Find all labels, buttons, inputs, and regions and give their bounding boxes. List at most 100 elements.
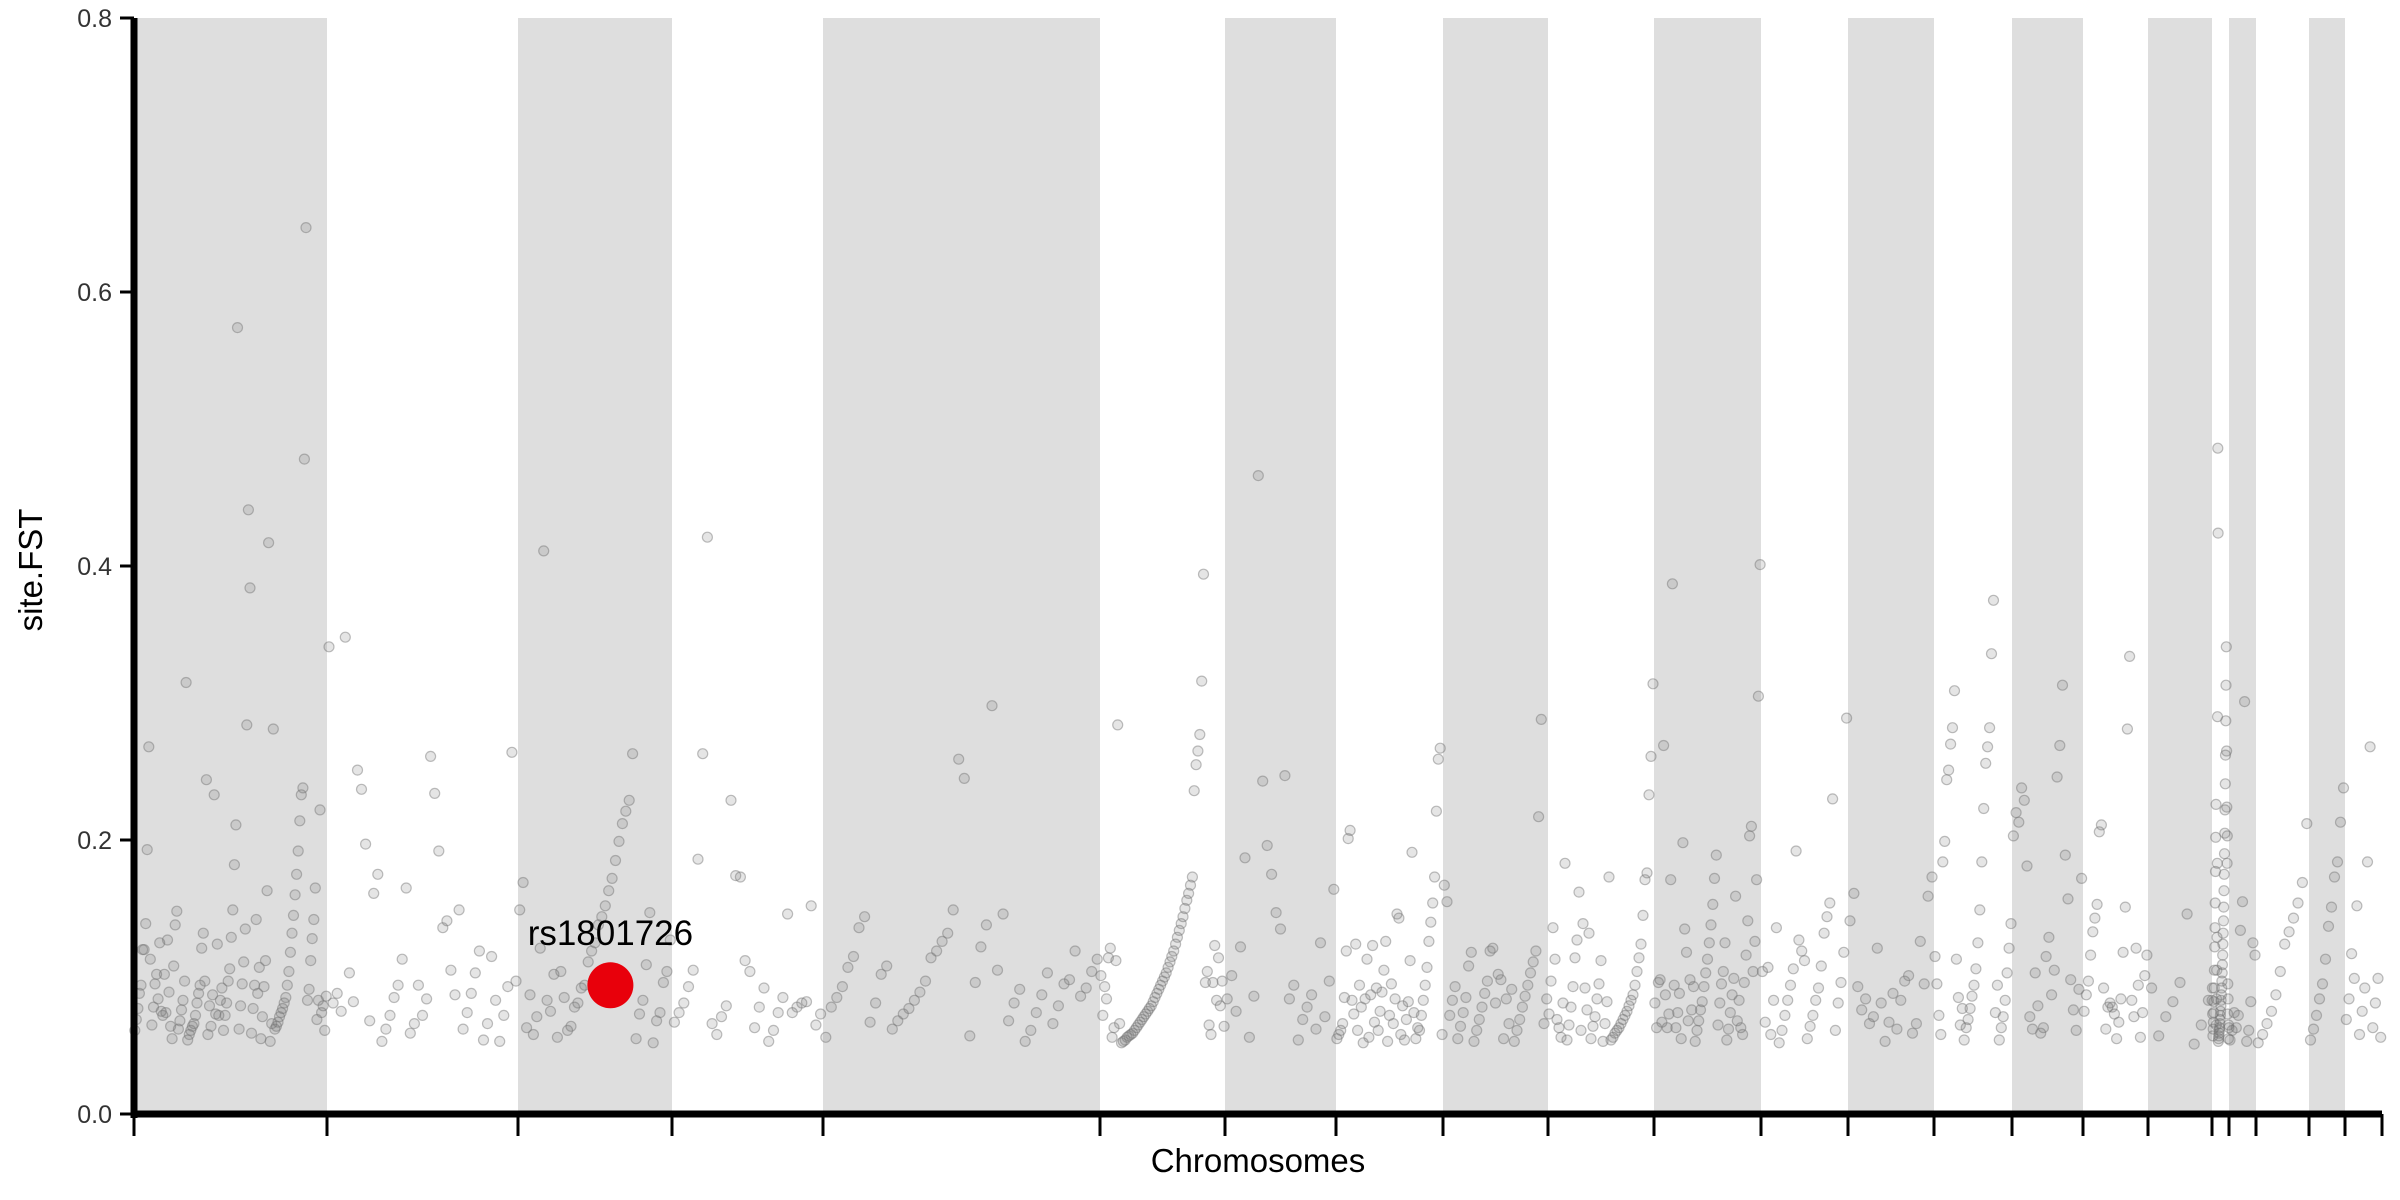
snp-point-chr8 [1361,953,1373,965]
snp-point-chr20 [2265,1005,2278,1017]
snp-point-chr8 [1370,982,1383,994]
snp-point-chr9 [1444,1009,1456,1022]
snp-point-chr1 [213,1009,225,1022]
snp-point-chr15 [2013,816,2025,828]
snp-point-chr13 [1844,915,1856,927]
snp-point-chr8 [1398,1034,1411,1046]
snp-point-chr1 [309,882,321,894]
snp-point-chr12 [1824,897,1836,909]
snp-point-chr7 [1257,775,1269,787]
snp-point-chr18 [2214,1022,2226,1034]
snp-point-chr6 [1182,887,1195,900]
snp-point-chr6 [1147,996,1159,1008]
snp-point-chr2 [498,1009,510,1022]
snp-point-chr18 [2206,994,2218,1006]
snp-point-chr7 [1328,883,1340,895]
snp-point-chr11 [1686,1004,1698,1016]
snp-point-chr1 [180,676,192,689]
snp-point-chr11 [1728,972,1740,985]
snp-point-chr1 [312,994,324,1006]
snp-point-chr22 [2348,972,2360,985]
snp-point-chr11 [1687,980,1700,993]
snp-point-chr13 [1859,993,1872,1005]
snp-point-chr13 [1867,1011,1880,1023]
snp-point-chr1 [183,1028,195,1041]
snp-point-chr16 [2132,979,2144,991]
snp-point-chr3 [565,1020,577,1032]
snp-point-chr14 [1942,764,1955,776]
snp-point-chr9 [1532,811,1545,823]
snp-point-chr6 [1179,902,1191,915]
snp-point-chr3 [572,997,584,1009]
y-tick-label: 0.8 [77,5,112,33]
snp-point-chr12 [1826,793,1839,805]
snp-point-chr8 [1365,989,1377,1001]
snp-point-chr4 [725,794,737,806]
snp-point-chr19 [2249,949,2261,961]
snp-point-chr8 [1404,954,1416,967]
snp-point-chr7 [1274,923,1287,935]
snp-point-chr7 [1279,769,1291,782]
y-tick-label: 0.6 [77,279,112,307]
snp-point-chr1 [210,1008,222,1020]
snp-point-chr1 [149,978,161,990]
y-tick-label: 0.4 [77,553,112,581]
snp-point-chr18 [2216,967,2228,979]
snp-point-chr5 [936,935,948,948]
snp-point-chr16 [2078,1005,2090,1017]
snp-point-chr8 [1393,912,1405,924]
snp-point-chr1 [236,978,248,990]
snp-point-chr3 [589,937,601,949]
snp-point-chr12 [1804,1020,1816,1032]
snp-point-chr16 [2134,1031,2146,1043]
snp-point-chr3 [613,835,625,848]
snp-point-chr2 [339,631,351,643]
snp-point-chr4 [682,980,695,993]
snp-point-chr21 [2313,993,2326,1005]
snp-point-chr11 [1691,1024,1703,1037]
snp-point-chr19 [2232,1009,2244,1022]
snp-point-chr8 [1430,805,1443,817]
snp-point-chr1 [157,1009,169,1022]
snp-point-chr10 [1557,997,1569,1009]
snp-point-chr15 [2076,872,2088,885]
snp-point-chr8 [1346,994,1358,1006]
snp-point-chr10 [1611,1024,1623,1037]
snp-point-chr10 [1615,1017,1627,1030]
snp-point-chr1 [233,1023,245,1035]
snp-point-chr6 [1138,1011,1150,1023]
chromosome-band-8 [2012,18,2083,1114]
snp-point-chr18 [2211,964,2223,976]
snp-point-chr9 [1497,1033,1510,1045]
snp-point-chr11 [1736,1028,1749,1041]
snp-point-chr11 [1705,919,1717,931]
snp-point-chr8 [1434,742,1446,754]
snp-point-chr8 [1412,1022,1424,1034]
snp-point-chr11 [1668,979,1680,991]
snp-point-chr13 [1918,978,1930,990]
snp-point-chr14 [1999,994,2011,1006]
snp-point-chr10 [1591,993,1603,1005]
snp-point-chr1 [241,719,253,731]
snp-point-chr6 [1194,728,1206,741]
snp-point-chr20 [2270,989,2282,1001]
snp-point-chr6 [1097,1009,1109,1022]
snp-point-chr2 [380,1023,392,1035]
snp-point-chr10 [1625,994,1637,1006]
snp-point-chr22 [2375,1031,2387,1043]
snp-point-chr5 [1030,1006,1042,1019]
snp-point-chr18 [2210,1019,2222,1031]
snp-point-chr9 [1473,1013,1485,1026]
snp-point-chr6 [1205,1028,1217,1041]
snp-point-chr6 [1203,1019,1215,1031]
snp-point-chr3 [538,545,550,557]
snp-point-chr6 [1162,961,1174,974]
snp-point-chr8 [1338,991,1351,1004]
x-ticks [132,1114,2384,1136]
snp-point-chr2 [335,1005,347,1017]
snp-point-chr6 [1110,954,1122,967]
snp-point-chr5 [881,960,893,972]
snp-point-chr6 [1177,911,1189,923]
snp-point-chr14 [1946,722,1959,734]
snp-point-chr1 [239,923,251,935]
